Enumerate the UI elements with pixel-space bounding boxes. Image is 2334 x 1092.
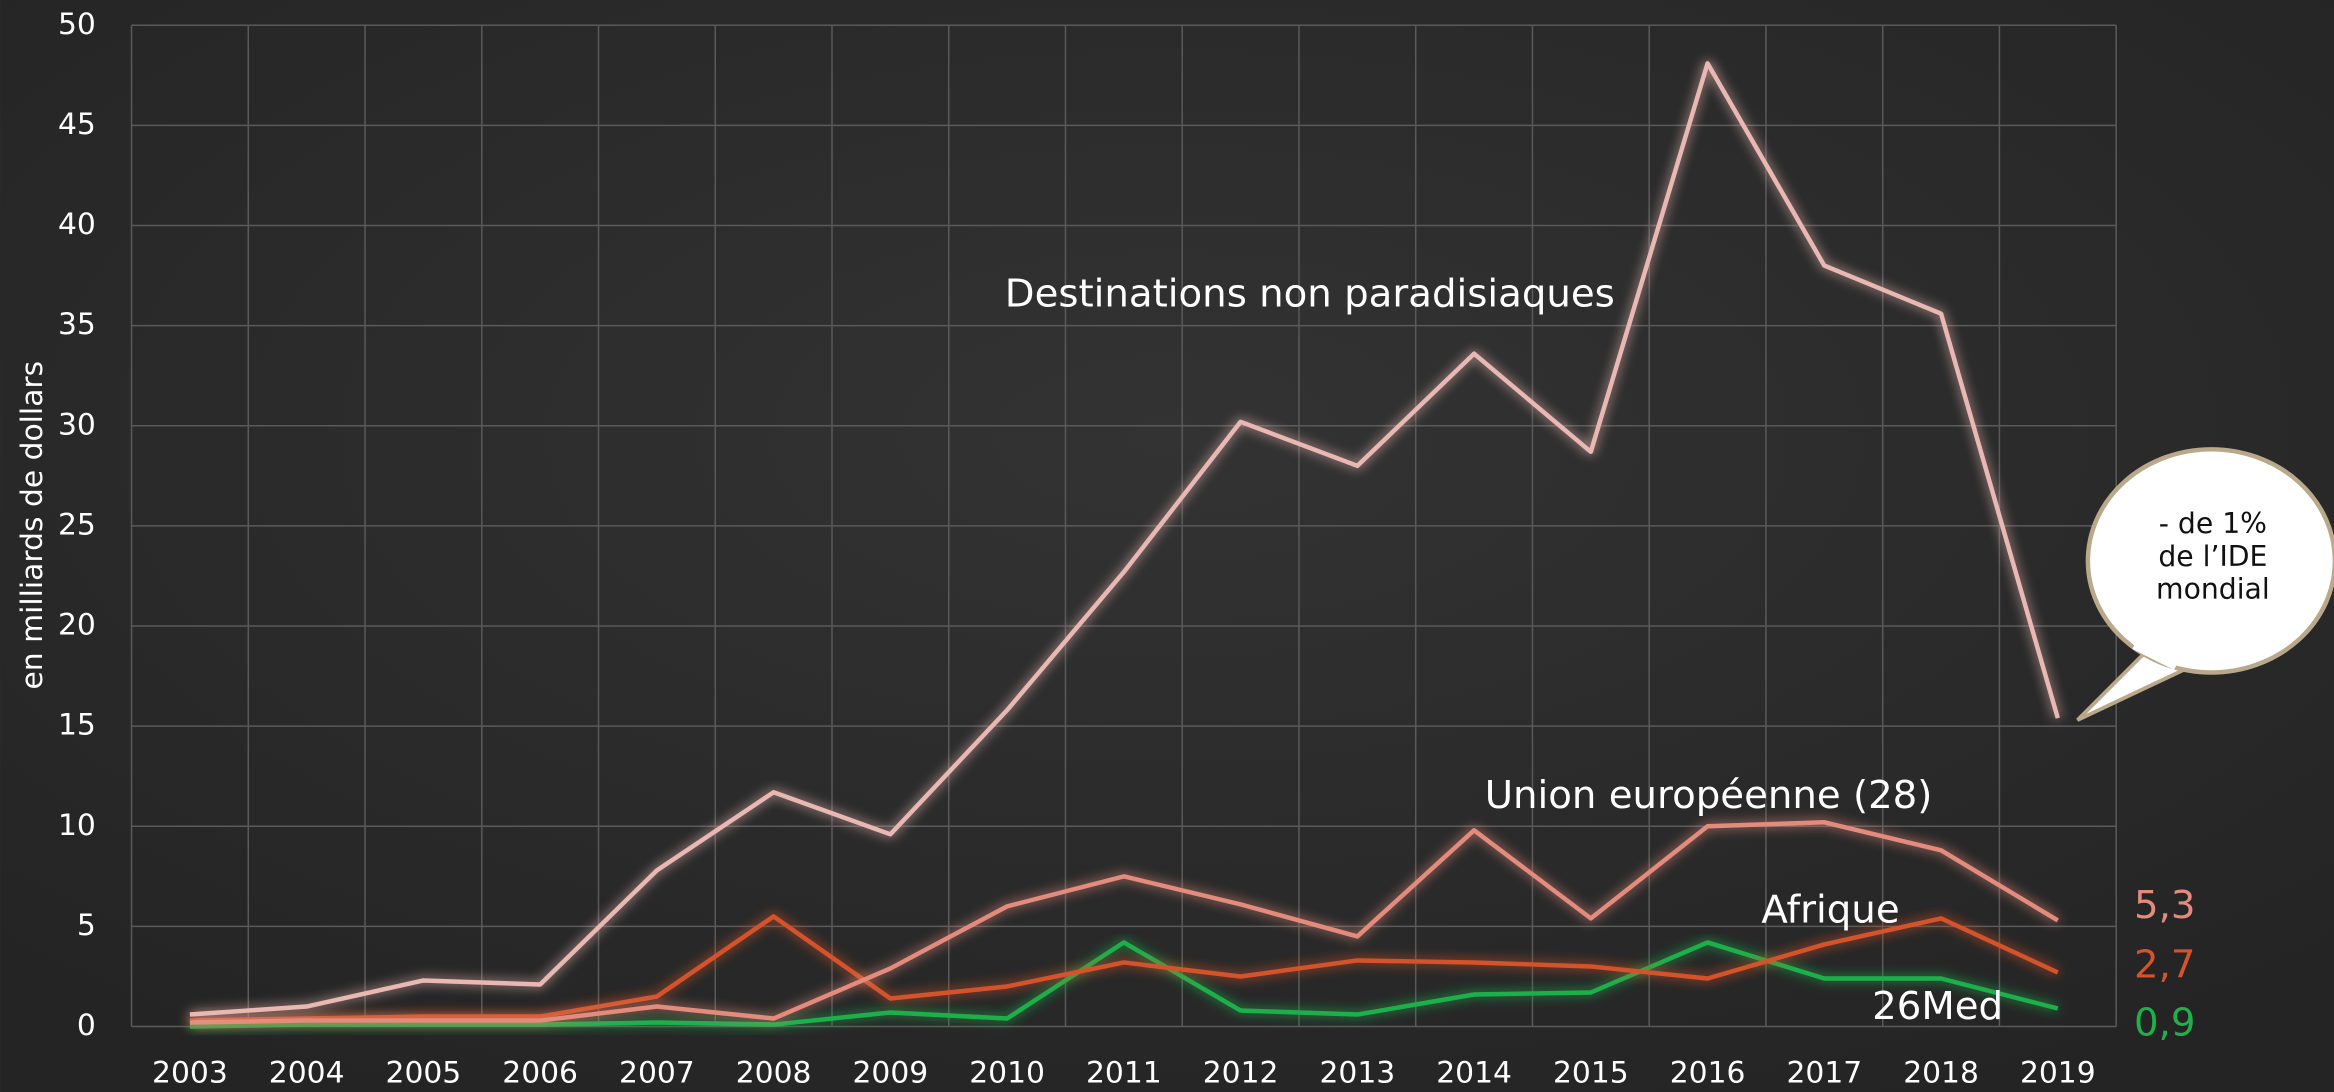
series-label: Union européenne (28) (1485, 773, 1933, 818)
x-tick-label: 2007 (619, 1056, 695, 1091)
x-tick-label: 2018 (1903, 1056, 1979, 1091)
callout-text: - de 1% (2159, 507, 2267, 540)
callout-text: mondial (2156, 573, 2270, 606)
y-tick-label: 40 (58, 207, 96, 242)
callout-bubble (2085, 447, 2334, 675)
series-line (189, 940, 2059, 1029)
x-tick-label: 2012 (1203, 1056, 1279, 1091)
x-tick-label: 2019 (2020, 1056, 2096, 1091)
x-tick-label: 2005 (386, 1056, 462, 1091)
x-tick-label: 2008 (736, 1056, 812, 1091)
y-tick-label: 0 (77, 1008, 96, 1043)
x-tick-label: 2013 (1319, 1056, 1395, 1091)
y-tick-label: 50 (58, 7, 96, 42)
y-tick-label: 20 (58, 608, 96, 643)
y-tick-label: 15 (58, 708, 96, 743)
end-value-label: 0,9 (2134, 1001, 2196, 1046)
series-label: 26Med (1872, 984, 2003, 1029)
series-line (189, 820, 2059, 1025)
x-tick-label: 2009 (853, 1056, 929, 1091)
series-label: Destinations non paradisiaques (1005, 272, 1615, 317)
series-label: Afrique (1761, 887, 1899, 932)
x-tick-label: 2010 (969, 1056, 1045, 1091)
y-tick-label: 45 (58, 107, 96, 142)
x-tick-label: 2014 (1436, 1056, 1512, 1091)
x-tick-label: 2017 (1786, 1056, 1862, 1091)
callout-text: de l’IDE (2158, 540, 2267, 573)
x-tick-label: 2006 (502, 1056, 578, 1091)
x-tick-label: 2011 (1086, 1056, 1162, 1091)
y-tick-label: 25 (58, 507, 96, 542)
y-tick-label: 5 (77, 908, 96, 943)
end-value-label: 5,3 (2134, 883, 2196, 928)
x-tick-label: 2003 (152, 1056, 228, 1091)
y-tick-label: 10 (58, 808, 96, 843)
callout-join (2132, 642, 2178, 670)
x-tick-label: 2004 (269, 1056, 345, 1091)
series-line (189, 61, 2060, 1017)
series-line (189, 914, 2059, 1023)
x-tick-label: 2015 (1553, 1056, 1629, 1091)
y-axis-label: en milliards de dollars (15, 361, 50, 690)
callout (2076, 447, 2334, 722)
y-tick-label: 35 (58, 307, 96, 342)
y-tick-label: 30 (58, 407, 96, 442)
end-value-label: 2,7 (2134, 943, 2196, 988)
x-tick-label: 2016 (1670, 1056, 1746, 1091)
